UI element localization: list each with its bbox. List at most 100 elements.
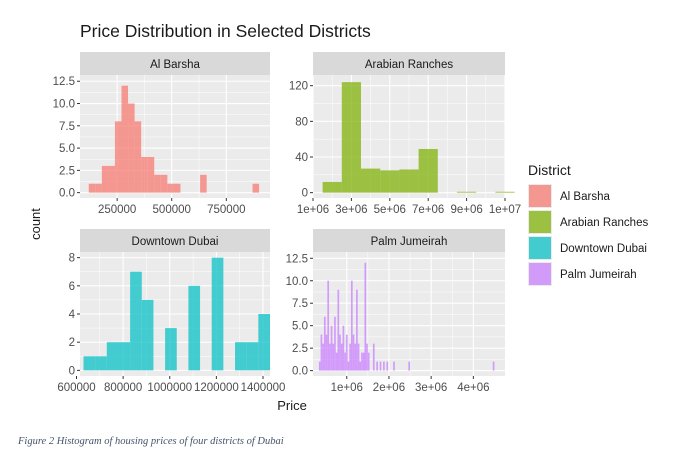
histogram-bar [393,361,395,371]
histogram-bar [399,169,419,193]
y-tick-label: 12.5 [286,253,308,265]
histogram-bar [322,181,342,193]
x-tick-label: 1e+06 [297,204,329,216]
histogram-bar [332,343,335,371]
histogram-bar [386,361,389,371]
histogram-bar [322,343,324,371]
histogram-bar [118,342,131,371]
histogram-bar [361,168,381,193]
x-tick-label: 1e+06 [331,382,363,394]
histogram-bar [114,121,122,193]
y-tick-label: 2 [69,337,75,349]
histogram-bar [354,343,357,371]
y-tick-label: 10.0 [53,99,75,111]
facet-strip [80,52,270,75]
y-tick-label: 40 [295,152,308,164]
histogram-bar [258,314,270,371]
legend-title: District [528,162,571,178]
histogram-bar [235,342,247,371]
histogram-bar [327,280,330,371]
histogram-bar [252,183,260,193]
histogram-bar [357,343,360,371]
histogram-bar [367,352,370,371]
histogram-bar [344,352,346,371]
histogram-bar [408,361,411,371]
histogram-bar [334,316,336,371]
y-tick-label: 6 [69,281,75,293]
x-tick-label: 1200000 [194,382,239,394]
y-tick-label: 0.0 [292,366,308,378]
histogram-bar [376,361,378,371]
x-tick-label: 750000 [207,204,245,216]
histogram-bar [492,361,495,371]
histogram-bar [95,183,102,193]
histogram-bar [318,361,321,371]
histogram-bar [356,289,358,371]
legend-label: Al Barsha [560,191,610,203]
histogram-bar [418,148,438,193]
histogram-bar [141,157,148,193]
histogram-bar [341,82,361,193]
y-tick-label: 7.5 [292,298,308,310]
histogram-bar [130,271,142,371]
y-tick-label: 120 [289,81,308,93]
histogram-bar [101,165,109,193]
x-tick-label: 5e+06 [374,204,406,216]
histogram-bar [134,121,142,193]
x-tick-label: 3e+06 [335,204,367,216]
histogram-bar [372,343,375,371]
legend-item-downtown-dubai: Downtown Dubai [528,236,647,260]
histogram-bar [337,289,340,371]
y-tick-label: 7.5 [59,121,75,133]
facet-strip-label: Palm Jumeirah [371,236,448,248]
histogram-bar [364,262,367,371]
histogram-bar [154,174,161,193]
figure-caption: Figure 2 Histogram of housing prices of … [18,436,284,447]
facet-strip-label: Al Barsha [150,59,200,71]
histogram-bar [380,170,400,193]
y-tick-label: 4 [69,309,76,321]
legend-item-palm-jumeirah: Palm Jumeirah [528,262,637,286]
histogram-bar [200,174,207,193]
x-tick-label: 500000 [153,204,191,216]
y-tick-label: 2.5 [292,343,308,355]
legend-key-swatch [529,211,551,233]
histogram-bar [211,257,224,371]
histogram-bar [83,356,96,371]
histogram-bar [383,361,385,371]
facet-palm-jumeirah: Palm Jumeirah 0.0 2.5 5.0 7.5 10.0 12.5 1e+06 2e… [286,229,505,394]
histogram-bar [167,183,174,193]
legend-key-swatch [529,237,551,259]
histogram-bar [121,85,129,193]
histogram-bar [147,157,155,193]
histogram-bar [352,334,355,371]
facet-strip [313,229,505,252]
histogram-bar [330,325,333,371]
histogram-bar [457,191,477,193]
y-tick-label: 0 [69,365,75,377]
legend-label: Downtown Dubai [560,243,647,255]
legend-label: Arabian Ranches [560,217,648,229]
histogram-bar [188,285,201,371]
histogram-bar [141,299,154,371]
facet-strip [313,52,505,75]
facet-strip-label: Downtown Dubai [132,236,219,248]
histogram-bar [128,103,135,193]
x-tick-label: 800000 [104,382,142,394]
x-tick-label: 600000 [57,382,95,394]
facet-strip [80,229,270,252]
facet-strip-label: Arabian Ranches [365,59,453,71]
y-tick-label: 0.0 [59,188,75,200]
x-tick-label: 1400000 [241,382,286,394]
histogram-bar [95,356,107,371]
y-tick-label: 8 [69,253,75,265]
y-tick-label: 5.0 [59,143,75,155]
x-tick-label: 7e+06 [412,204,444,216]
y-tick-label: 80 [295,116,308,128]
legend-key-swatch [529,263,551,285]
y-tick-label: 12.5 [53,76,75,88]
histogram-bar [345,334,348,371]
legend-key-swatch [529,185,551,207]
y-axis-label: count [28,208,43,240]
